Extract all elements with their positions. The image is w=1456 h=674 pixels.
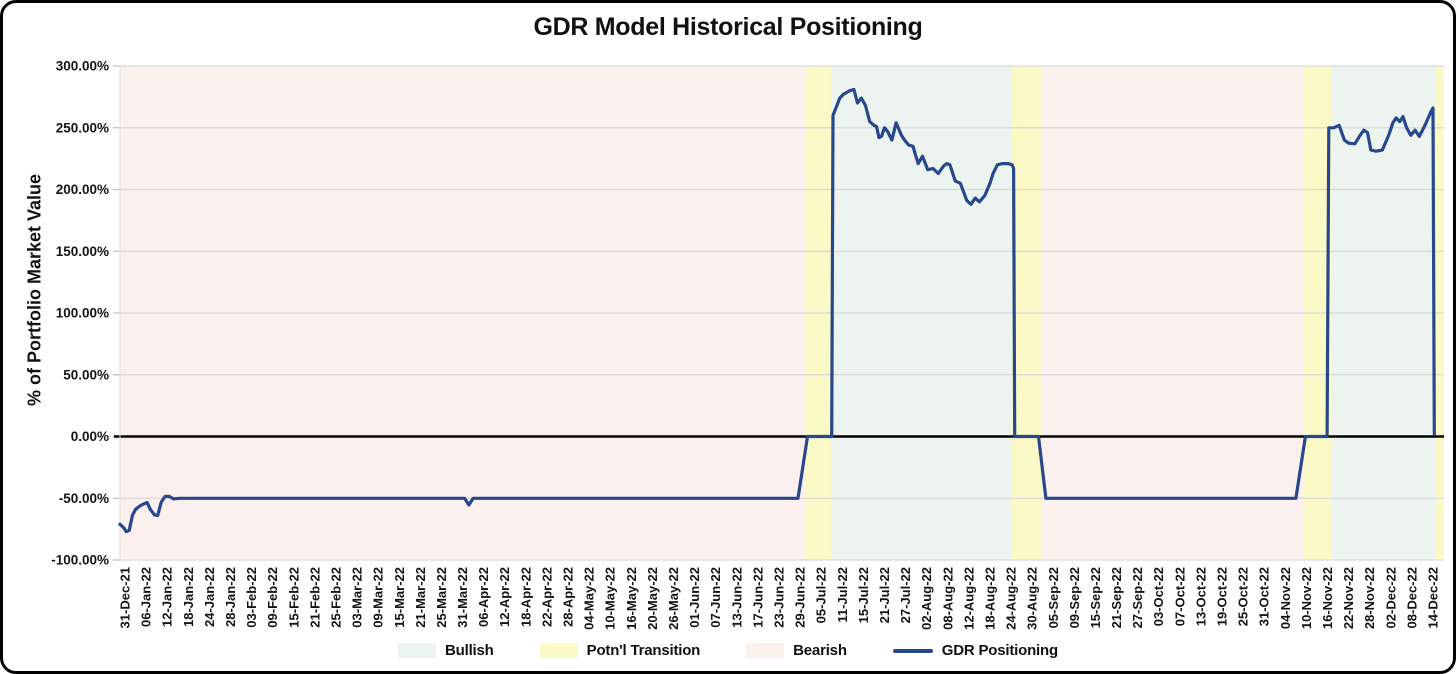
x-axis-tick-label: 25-Feb-22 bbox=[328, 567, 343, 628]
x-axis-tick-label: 31-Dec-21 bbox=[118, 567, 133, 628]
y-axis-tick-label: 150.00% bbox=[56, 244, 109, 259]
legend-label-potnl-transition: Potn'l Transition bbox=[586, 642, 701, 659]
x-axis-tick-label: 03-Mar-22 bbox=[350, 567, 365, 628]
x-axis-tick-label: 22-Nov-22 bbox=[1341, 567, 1356, 629]
y-axis-tick-label: -50.00% bbox=[59, 491, 109, 506]
x-axis-tick-label: 15-Feb-22 bbox=[286, 567, 301, 628]
legend-label-bearish: Bearish bbox=[793, 642, 847, 659]
x-axis-tick-label: 26-May-22 bbox=[666, 567, 681, 630]
legend-item-bearish: Bearish bbox=[746, 642, 847, 659]
x-axis-tick-label: 08-Aug-22 bbox=[940, 567, 955, 630]
x-axis-tick-label: 21-Sep-22 bbox=[1109, 567, 1124, 628]
x-axis-tick-label: 15-Mar-22 bbox=[392, 567, 407, 628]
x-axis-tick-label: 04-May-22 bbox=[582, 567, 597, 630]
x-axis-tick-label: 02-Aug-22 bbox=[919, 567, 934, 630]
x-axis-tick-label: 17-Jun-22 bbox=[750, 567, 765, 628]
legend-line-swatch-gdr-positioning bbox=[892, 648, 933, 653]
x-axis-tick-label: 31-Mar-22 bbox=[455, 567, 470, 628]
x-axis-tick-label: 13-Jun-22 bbox=[729, 567, 744, 628]
x-axis-tick-label: 15-Jul-22 bbox=[856, 567, 871, 623]
x-axis-tick-label: 03-Feb-22 bbox=[244, 567, 259, 628]
x-axis-tick-label: 16-Nov-22 bbox=[1320, 567, 1335, 629]
x-axis-tick-label: 16-May-22 bbox=[624, 567, 639, 630]
x-axis-tick-label: 05-Jul-22 bbox=[814, 567, 829, 623]
x-axis-tick-label: 28-Nov-22 bbox=[1362, 567, 1377, 629]
x-axis-tick-label: 18-Jan-22 bbox=[181, 567, 196, 627]
x-axis-tick-label: 23-Jun-22 bbox=[772, 567, 787, 628]
x-axis-tick-label: 18-Aug-22 bbox=[982, 567, 997, 630]
x-axis-tick-label: 09-Mar-22 bbox=[371, 567, 386, 628]
x-axis-tick-label: 19-Oct-22 bbox=[1215, 567, 1230, 626]
chart-legend: Bullish Potn'l Transition Bearish GDR Posit… bbox=[3, 642, 1453, 659]
x-axis-tick-label: 11-Jul-22 bbox=[835, 567, 850, 623]
x-axis-tick-label: 12-Jan-22 bbox=[160, 567, 175, 627]
x-axis-tick-label: 01-Jun-22 bbox=[687, 567, 702, 628]
x-axis-tick-label: 21-Feb-22 bbox=[307, 567, 322, 628]
x-axis-tick-label: 18-Apr-22 bbox=[518, 567, 533, 627]
x-axis-tick-label: 12-Aug-22 bbox=[961, 567, 976, 630]
x-axis-tick-label: 29-Jun-22 bbox=[793, 567, 808, 628]
x-axis-tick-label: 06-Jan-22 bbox=[139, 567, 154, 627]
x-axis-tick-label: 25-Oct-22 bbox=[1236, 567, 1251, 626]
y-axis-tick-label: 50.00% bbox=[63, 367, 109, 382]
x-axis-tick-label: 21-Mar-22 bbox=[413, 567, 428, 628]
y-axis-tick-label: -100.00% bbox=[51, 553, 109, 568]
y-axis-tick-label: 0.00% bbox=[71, 429, 109, 444]
x-axis-tick-label: 10-Nov-22 bbox=[1299, 567, 1314, 629]
x-axis-tick-label: 10-May-22 bbox=[603, 567, 618, 630]
y-axis-tick-label: 250.00% bbox=[56, 120, 109, 135]
y-axis-tick-label: 300.00% bbox=[56, 59, 109, 74]
x-axis-tick-label: 09-Feb-22 bbox=[265, 567, 280, 628]
x-axis-tick-label: 14-Dec-22 bbox=[1426, 567, 1441, 628]
legend-label-bullish: Bullish bbox=[445, 642, 494, 659]
x-axis-tick-label: 05-Sep-22 bbox=[1046, 567, 1061, 628]
x-axis-tick-label: 30-Aug-22 bbox=[1025, 567, 1040, 630]
x-axis-tick-label: 28-Apr-22 bbox=[561, 567, 576, 627]
x-axis-tick-label: 22-Apr-22 bbox=[539, 567, 554, 627]
y-axis-tick-label: 200.00% bbox=[56, 182, 109, 197]
x-axis-tick-label: 28-Jan-22 bbox=[223, 567, 238, 627]
x-axis-tick-label: 20-May-22 bbox=[645, 567, 660, 630]
legend-swatch-bearish bbox=[746, 643, 785, 658]
y-axis-tick-label: 100.00% bbox=[56, 306, 109, 321]
x-axis-tick-label: 21-Jul-22 bbox=[877, 567, 892, 623]
x-axis-tick-label: 04-Nov-22 bbox=[1278, 567, 1293, 629]
x-axis-tick-label: 06-Apr-22 bbox=[476, 567, 491, 627]
x-axis-tick-label: 31-Oct-22 bbox=[1257, 567, 1272, 626]
x-axis-tick-label: 25-Mar-22 bbox=[434, 567, 449, 628]
legend-item-bullish: Bullish bbox=[398, 642, 494, 659]
x-axis-tick-label: 07-Jun-22 bbox=[708, 567, 723, 628]
legend-swatch-potnl-transition bbox=[539, 643, 578, 658]
x-axis-tick-label: 13-Oct-22 bbox=[1193, 567, 1208, 626]
x-axis-tick-label: 07-Oct-22 bbox=[1172, 567, 1187, 626]
x-axis-tick-label: 24-Jan-22 bbox=[202, 567, 217, 627]
x-axis-tick-label: 24-Aug-22 bbox=[1004, 567, 1019, 630]
x-axis-tick-label: 27-Sep-22 bbox=[1130, 567, 1145, 628]
x-axis-tick-label: 27-Jul-22 bbox=[898, 567, 913, 623]
x-axis-tick-label: 12-Apr-22 bbox=[497, 567, 512, 627]
gdr-positioning-line bbox=[118, 87, 1436, 534]
x-axis-tick-label: 03-Oct-22 bbox=[1151, 567, 1166, 626]
legend-item-gdr-positioning: GDR Positioning bbox=[892, 642, 1058, 659]
x-axis-tick-label: 08-Dec-22 bbox=[1404, 567, 1419, 628]
legend-label-gdr-positioning: GDR Positioning bbox=[941, 642, 1058, 659]
legend-swatch-bullish bbox=[398, 643, 437, 658]
legend-item-potnl-transition: Potn'l Transition bbox=[539, 642, 701, 659]
x-axis-tick-label: 15-Sep-22 bbox=[1088, 567, 1103, 628]
chart-title: GDR Model Historical Positioning bbox=[533, 13, 923, 41]
x-axis-tick-label: 09-Sep-22 bbox=[1067, 567, 1082, 628]
x-axis-tick-label: 02-Dec-22 bbox=[1383, 567, 1398, 628]
chart-plot-area: 300.00% 250.00% 200.00% 150.00% 100.00% 50.00… bbox=[51, 59, 1444, 630]
